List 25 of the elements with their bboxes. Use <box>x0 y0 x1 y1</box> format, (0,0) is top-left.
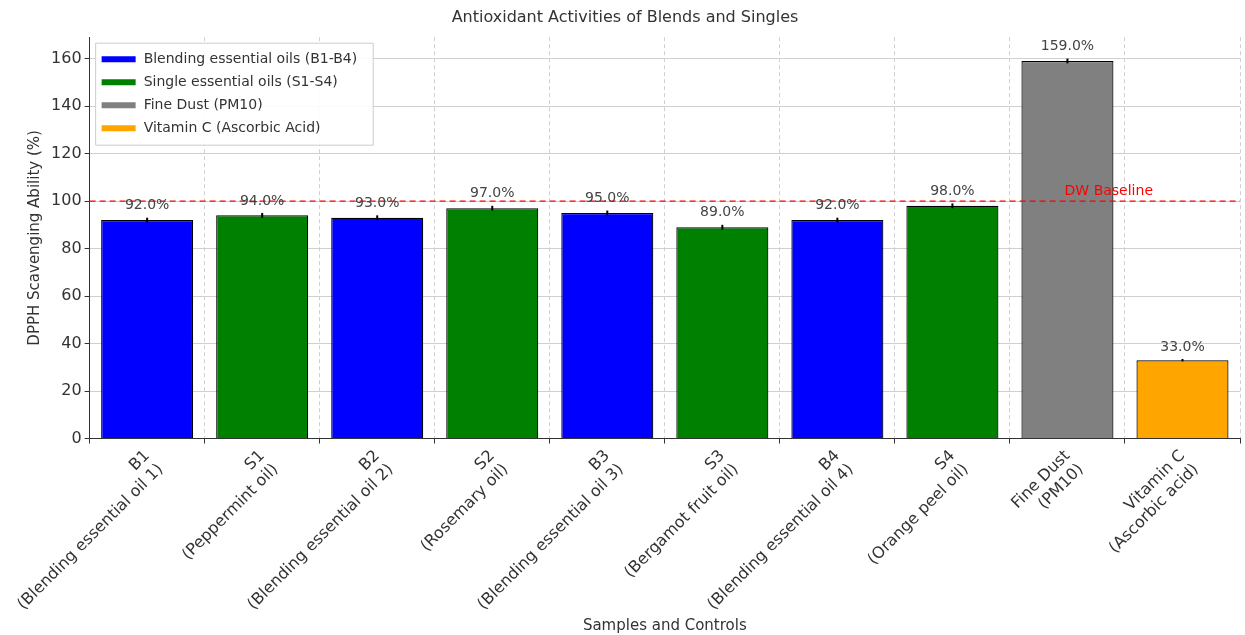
data-label: 33.0% <box>1160 337 1205 354</box>
x-axis-title: Samples and Controls <box>582 615 747 634</box>
data-label: 97.0% <box>470 184 515 201</box>
legend-label: Single essential oils (S1-S4) <box>143 72 338 89</box>
legend-label: Vitamin C (Ascorbic Acid) <box>143 118 321 135</box>
chart-title: Antioxidant Activities of Blends and Singles <box>451 6 799 26</box>
legend-label: Fine Dust (PM10) <box>143 95 263 112</box>
y-tick-label: 140 <box>51 95 82 115</box>
y-tick-label: 60 <box>61 285 82 305</box>
data-label: 98.0% <box>930 182 975 199</box>
data-label: 95.0% <box>585 189 630 206</box>
y-tick-label: 80 <box>61 237 82 257</box>
legend-label: Blending essential oils (B1-B4) <box>143 49 358 66</box>
y-tick-label: 160 <box>51 47 82 67</box>
y-axis-title: DPPH Scavenging Ability (%) <box>24 130 43 346</box>
data-label: 92.0% <box>124 196 170 213</box>
data-label: 93.0% <box>354 193 400 210</box>
y-tick-label: 20 <box>61 380 82 400</box>
y-tick-label: 120 <box>51 142 82 162</box>
y-tick-label: 100 <box>51 190 82 210</box>
data-label: 89.0% <box>700 203 745 220</box>
data-label: 92.0% <box>815 196 860 213</box>
y-tick-label: 0 <box>71 427 82 447</box>
data-label: 159.0% <box>1040 37 1095 54</box>
y-tick-label: 40 <box>61 332 82 352</box>
